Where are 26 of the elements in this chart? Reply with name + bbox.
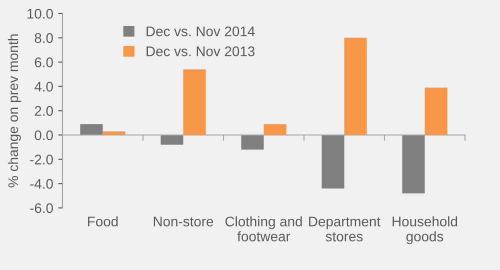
y-tick-label: 0.0 [34,130,53,140]
y-tick-label: -6.0 [30,203,53,214]
x-tick-label: Clothing and footwear [225,216,302,242]
legend-label: Dec vs. Nov 2014 [146,26,255,36]
x-tick-label: Department stores [309,216,380,242]
y-tick-label: -2.0 [30,154,53,164]
y-tick-label: -4.0 [30,178,53,189]
y-tick-label: 8.0 [34,33,53,43]
bar [183,69,206,135]
y-tick-label: 2.0 [34,106,53,116]
legend-label: Dec vs. Nov 2013 [146,46,255,56]
x-tick-label: Food [88,216,118,226]
bar [424,88,448,135]
y-tick-label: 6.0 [34,57,53,68]
bar [160,135,184,145]
bar [402,135,425,194]
y-tick-label: 4.0 [34,82,53,92]
bar [264,124,286,135]
x-tick-label: Household goods [392,216,458,244]
bar [344,38,367,135]
y-tick-label: 10.0 [28,8,53,19]
bar [322,135,344,188]
bar [241,135,264,150]
y-axis-title: % change on prev month [8,34,21,188]
bar [80,124,103,135]
x-tick-label: Non-store [154,216,214,226]
